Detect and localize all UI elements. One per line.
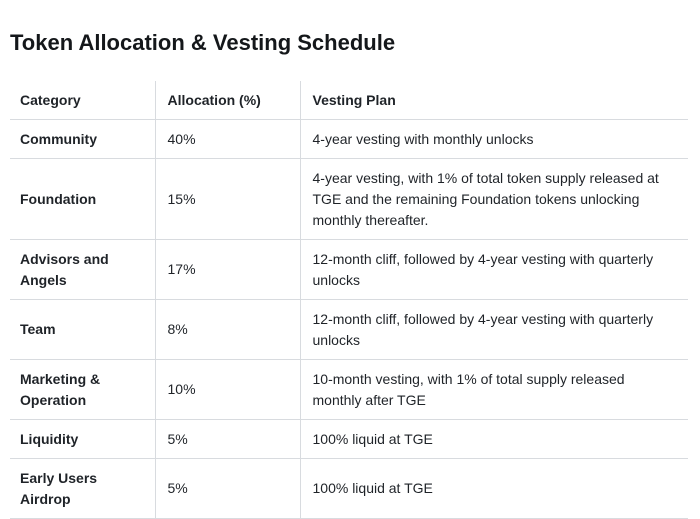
allocation-table: Category Allocation (%) Vesting Plan Com… [10, 81, 688, 519]
table-row: Team 8% 12-month cliff, followed by 4-ye… [10, 299, 688, 360]
vesting-plan-cell: 10-month vesting, with 1% of total suppl… [299, 359, 688, 420]
table-body: Community 40% 4-year vesting with monthl… [10, 119, 688, 519]
allocation-cell: 10% [154, 359, 300, 420]
category-cell: Liquidity [10, 419, 155, 459]
table-row: Early Users Airdrop 5% 100% liquid at TG… [10, 458, 688, 519]
allocation-cell: 15% [154, 158, 300, 240]
category-cell: Community [10, 119, 155, 159]
category-cell: Foundation [10, 158, 155, 240]
category-cell: Early Users Airdrop [10, 458, 155, 519]
table-header: Category Allocation (%) Vesting Plan [10, 81, 688, 120]
page-title: Token Allocation & Vesting Schedule [10, 30, 396, 55]
allocation-cell: 5% [154, 458, 300, 519]
vesting-plan-cell: 100% liquid at TGE [299, 419, 688, 459]
vesting-plan-cell: 12-month cliff, followed by 4-year vesti… [299, 239, 688, 300]
column-header-category: Category [10, 81, 155, 120]
vesting-plan-cell: 4-year vesting with monthly unlocks [299, 119, 688, 159]
column-header-allocation: Allocation (%) [154, 81, 300, 120]
table-row: Liquidity 5% 100% liquid at TGE [10, 419, 688, 459]
allocation-cell: 17% [154, 239, 300, 300]
category-cell: Team [10, 299, 155, 360]
category-cell: Marketing & Operation [10, 359, 155, 420]
allocation-cell: 8% [154, 299, 300, 360]
vesting-plan-cell: 100% liquid at TGE [299, 458, 688, 519]
table-row: Foundation 15% 4-year vesting, with 1% o… [10, 158, 688, 240]
table-row: Marketing & Operation 10% 10-month vesti… [10, 359, 688, 420]
column-header-vesting-plan: Vesting Plan [299, 81, 688, 120]
vesting-plan-cell: 4-year vesting, with 1% of total token s… [299, 158, 688, 240]
allocation-cell: 40% [154, 119, 300, 159]
header-row: Category Allocation (%) Vesting Plan [10, 81, 688, 120]
vesting-plan-cell: 12-month cliff, followed by 4-year vesti… [299, 299, 688, 360]
category-cell: Advisors and Angels [10, 239, 155, 300]
allocation-cell: 5% [154, 419, 300, 459]
table-row: Advisors and Angels 17% 12-month cliff, … [10, 239, 688, 300]
table-row: Community 40% 4-year vesting with monthl… [10, 119, 688, 159]
